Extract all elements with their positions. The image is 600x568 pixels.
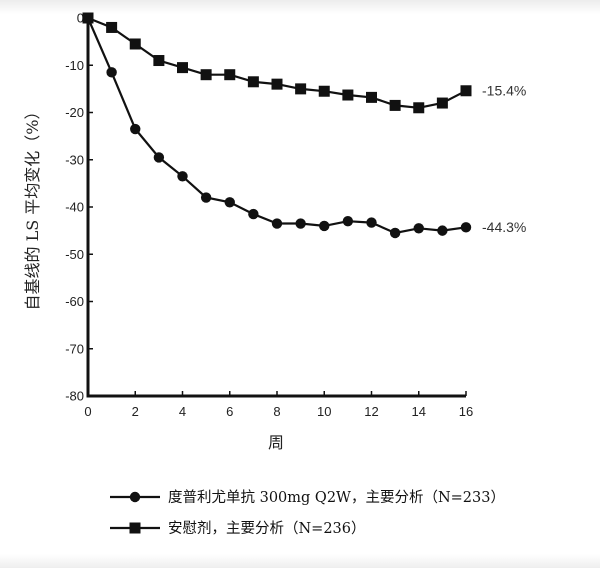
legend-item: 安慰剂，主要分析（N=236）: [110, 520, 366, 537]
data-point: [389, 99, 401, 111]
data-point: [342, 89, 354, 101]
data-point: [106, 21, 118, 33]
y-axis-label: 自基线的 LS 平均变化（%）: [23, 104, 42, 311]
data-point: [342, 215, 354, 227]
axes: [86, 18, 466, 398]
data-point: [224, 69, 236, 81]
y-tick-label: -40: [65, 200, 84, 215]
series-circle: -44.3%: [82, 12, 526, 239]
data-point: [366, 217, 377, 228]
data-point: [366, 91, 377, 103]
legend-marker: [129, 491, 141, 503]
x-tick-label: 8: [273, 404, 280, 419]
x-tick-label: 14: [412, 404, 426, 419]
data-point: [413, 102, 425, 114]
data-point: [200, 69, 212, 81]
y-tick-label: -70: [65, 341, 84, 356]
data-point: [460, 222, 472, 233]
data-point: [248, 208, 259, 220]
data-point: [319, 220, 330, 232]
x-axis-label: 周: [268, 433, 284, 452]
data-point: [82, 12, 94, 24]
x-ticks: 0 2 4 6 8 10 12 14 16: [84, 391, 473, 419]
y-tick-label: -60: [65, 294, 84, 309]
legend-label: 度普利尤单抗 300mg Q2W，主要分析（N=233）: [168, 489, 505, 506]
data-point: [106, 67, 117, 78]
x-tick-label: 2: [132, 404, 139, 419]
data-point: [437, 225, 448, 236]
data-point: [153, 152, 165, 163]
data-point: [200, 192, 212, 203]
y-tick-label: -30: [65, 152, 84, 167]
series-line: [87, 16, 467, 109]
data-point: [130, 123, 141, 135]
y-ticks: 0 -10 -20 -30 -40 -50 -60 -70 -80: [65, 11, 93, 404]
x-tick-label: 12: [364, 404, 378, 419]
x-tick-label: 4: [179, 404, 186, 419]
y-tick-label: -80: [65, 389, 84, 404]
x-tick-label: 10: [317, 404, 331, 419]
x-tick-label: 0: [84, 404, 91, 419]
data-point: [177, 171, 188, 182]
data-point: [129, 38, 141, 50]
y-tick-label: 0: [77, 11, 84, 26]
y-tick-label: -50: [65, 247, 84, 262]
series-layer: -44.3% -15.4%: [82, 12, 526, 239]
data-point: [224, 197, 235, 208]
y-tick-label: -10: [65, 58, 84, 73]
end-value-label: -44.3%: [482, 219, 526, 235]
data-point: [247, 76, 259, 88]
data-point: [295, 218, 306, 229]
x-tick-label: 6: [226, 404, 233, 419]
series-square: -15.4%: [82, 12, 526, 114]
data-point: [295, 83, 307, 95]
y-tick-label: -20: [65, 105, 84, 120]
data-point: [389, 227, 401, 239]
data-point: [153, 55, 165, 67]
legend: 度普利尤单抗 300mg Q2W，主要分析（N=233） 安慰剂，主要分析（N=2…: [110, 489, 505, 537]
data-point: [177, 62, 188, 74]
data-point: [460, 85, 472, 97]
legend-item: 度普利尤单抗 300mg Q2W，主要分析（N=233）: [110, 489, 505, 506]
data-point: [271, 78, 283, 90]
legend-label: 安慰剂，主要分析（N=236）: [168, 520, 366, 537]
data-point: [271, 218, 283, 229]
data-point: [318, 85, 330, 97]
legend-marker: [129, 522, 141, 534]
data-point: [413, 223, 424, 234]
x-tick-label: 16: [459, 404, 473, 419]
data-point: [436, 97, 448, 109]
end-value-label: -15.4%: [482, 82, 526, 98]
